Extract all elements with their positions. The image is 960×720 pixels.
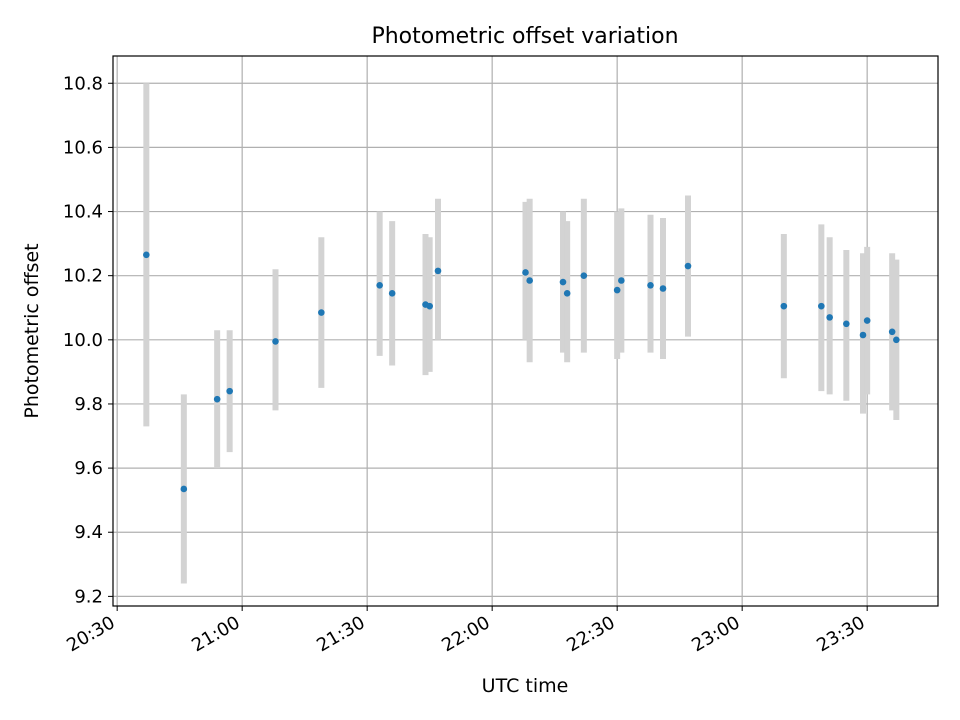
data-point: [213, 395, 221, 403]
y-axis-label: Photometric offset: [21, 243, 43, 418]
data-point: [843, 320, 850, 328]
data-point: [647, 282, 654, 289]
y-tick-label: 9.8: [74, 394, 103, 415]
x-axis-label: UTC time: [482, 675, 569, 697]
data-point: [434, 267, 442, 275]
data-point: [388, 290, 396, 297]
chart-title: Photometric offset variation: [371, 24, 678, 49]
y-tick-label: 9.6: [74, 458, 103, 479]
y-tick-label: 9.4: [74, 522, 103, 543]
data-point: [659, 285, 667, 292]
data-point: [426, 302, 433, 310]
data-point: [526, 277, 533, 284]
data-point: [893, 336, 900, 344]
data-point: [684, 262, 692, 270]
data-point: [143, 251, 150, 259]
y-tick-label: 9.2: [74, 586, 103, 607]
data-point: [559, 278, 567, 286]
data-point: [522, 269, 529, 276]
data-point: [826, 314, 833, 321]
data-point: [180, 485, 188, 493]
data-point: [618, 277, 625, 284]
data-point: [613, 286, 621, 294]
data-point: [780, 302, 788, 310]
y-tick-label: 10.8: [63, 73, 103, 94]
data-point: [818, 302, 825, 310]
data-point: [226, 387, 233, 395]
data-point: [376, 282, 383, 289]
axes-frame: [112, 55, 939, 607]
data-point: [272, 338, 279, 345]
y-tick-label: 10.4: [63, 202, 103, 223]
data-point: [580, 272, 588, 279]
y-tick-label: 10.6: [63, 137, 103, 158]
data-point: [563, 290, 571, 297]
y-tick-label: 10.2: [63, 266, 103, 287]
data-point: [863, 317, 871, 324]
data-point: [859, 331, 867, 339]
y-axis-ticks: 9.2 9.4 9.6 9.8 10.0 10.2 10.4 10.6 10.8: [63, 73, 113, 607]
data-point: [318, 309, 325, 316]
y-tick-label: 10.0: [63, 330, 103, 351]
data-point: [888, 328, 896, 336]
data-points: [143, 251, 900, 493]
